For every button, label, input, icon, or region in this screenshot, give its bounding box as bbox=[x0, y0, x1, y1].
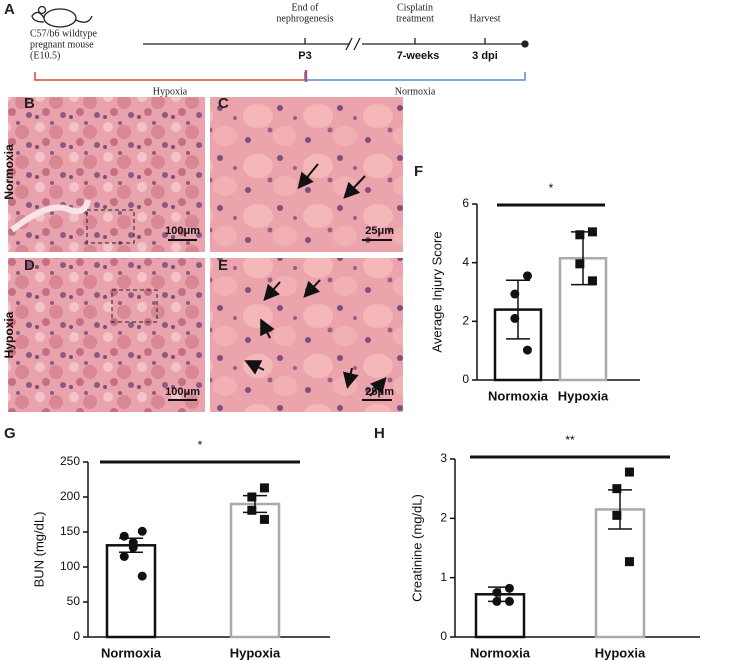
y-tick-label: 6 bbox=[462, 196, 469, 210]
bar bbox=[229, 502, 281, 639]
data-point bbox=[612, 484, 622, 494]
phase-label: Normoxia bbox=[395, 86, 436, 97]
event-label: treatment bbox=[396, 13, 434, 24]
data-point bbox=[492, 588, 502, 597]
mouse-icon bbox=[31, 5, 93, 28]
event-time: 7-weeks bbox=[397, 50, 440, 62]
event-time: 3 dpi bbox=[472, 50, 498, 62]
data-point bbox=[128, 542, 138, 552]
scale-bar: 25μm bbox=[365, 386, 394, 398]
data-point bbox=[510, 289, 520, 299]
event-label: End of bbox=[292, 2, 320, 13]
vessel bbox=[10, 199, 91, 233]
y-tick-label: 0 bbox=[73, 629, 80, 643]
data-point bbox=[247, 505, 257, 515]
data-point bbox=[522, 271, 532, 281]
panel-label: A bbox=[4, 1, 15, 18]
data-point bbox=[575, 230, 585, 240]
data-point bbox=[247, 492, 257, 502]
panel-label: E bbox=[218, 257, 228, 274]
data-point bbox=[137, 571, 147, 581]
y-tick-label: 2 bbox=[462, 314, 469, 328]
data-point bbox=[510, 313, 520, 323]
scale-bar: 25μm bbox=[365, 225, 394, 237]
scale-bar: 100μm bbox=[165, 386, 200, 398]
data-point bbox=[624, 557, 634, 567]
data-point bbox=[259, 514, 269, 524]
phase-label: Hypoxia bbox=[153, 86, 188, 97]
data-point bbox=[119, 531, 129, 541]
data-point bbox=[259, 483, 269, 493]
y-tick-label: 150 bbox=[60, 524, 80, 538]
data-point bbox=[587, 276, 597, 286]
y-axis-label: BUN (mg/dL) bbox=[31, 512, 46, 588]
data-point bbox=[137, 526, 147, 536]
significance: ** bbox=[565, 433, 575, 447]
row-label: Normoxia bbox=[2, 144, 16, 200]
significance: * bbox=[549, 181, 554, 195]
data-point bbox=[504, 583, 514, 593]
panel-label: D bbox=[24, 257, 35, 274]
x-tick-label: Normoxia bbox=[101, 645, 162, 660]
micrograph bbox=[8, 258, 205, 412]
micrograph bbox=[8, 97, 205, 252]
inset-box bbox=[111, 289, 158, 323]
data-point bbox=[624, 467, 634, 477]
arrows bbox=[244, 163, 387, 397]
x-tick-label: Normoxia bbox=[488, 388, 549, 403]
phase-bars bbox=[34, 70, 526, 82]
event-time: P3 bbox=[298, 50, 311, 62]
y-tick-label: 50 bbox=[67, 594, 81, 608]
y-tick-label: 0 bbox=[440, 629, 447, 643]
y-tick-label: 3 bbox=[440, 451, 447, 465]
y-tick-label: 100 bbox=[60, 559, 80, 573]
y-tick-label: 0 bbox=[462, 372, 469, 386]
y-tick-label: 250 bbox=[60, 454, 80, 468]
scale-bar-lines bbox=[168, 239, 392, 401]
bar bbox=[594, 508, 646, 639]
y-tick-label: 200 bbox=[60, 489, 80, 503]
x-tick-label: Hypoxia bbox=[595, 645, 646, 660]
panel-label: F bbox=[414, 163, 423, 180]
data-point bbox=[612, 510, 622, 520]
x-tick-label: Normoxia bbox=[470, 645, 531, 660]
data-point bbox=[522, 345, 532, 355]
significance: * bbox=[198, 438, 203, 452]
data-point bbox=[119, 552, 129, 561]
timeline-axis bbox=[143, 37, 529, 51]
x-tick-label: Hypoxia bbox=[230, 645, 281, 660]
y-axis-label: Creatinine (mg/dL) bbox=[409, 494, 424, 602]
mouse-label: (E10.5) bbox=[30, 50, 60, 61]
event-label: Cisplatin bbox=[397, 2, 433, 13]
row-label: Hypoxia bbox=[2, 311, 16, 358]
panel-label: H bbox=[374, 425, 385, 442]
mouse-label: pregnant mouse bbox=[30, 39, 94, 50]
event-label: Harvest bbox=[469, 13, 500, 24]
panel-label: C bbox=[218, 95, 229, 112]
panel-label: G bbox=[4, 425, 16, 442]
bar bbox=[105, 544, 157, 639]
x-tick-label: Hypoxia bbox=[558, 388, 609, 403]
mouse-label: C57/b6 wildtype bbox=[30, 28, 98, 39]
y-tick-label: 2 bbox=[440, 511, 447, 525]
y-tick-label: 1 bbox=[440, 570, 447, 584]
y-tick-label: 4 bbox=[462, 255, 469, 269]
y-axis-label: Average Injury Score bbox=[429, 231, 444, 352]
event-label: nephrogenesis bbox=[276, 13, 333, 24]
scale-bar: 100μm bbox=[165, 225, 200, 237]
data-point bbox=[575, 259, 585, 269]
inset-box bbox=[86, 209, 135, 244]
panel-label: B bbox=[24, 95, 35, 112]
